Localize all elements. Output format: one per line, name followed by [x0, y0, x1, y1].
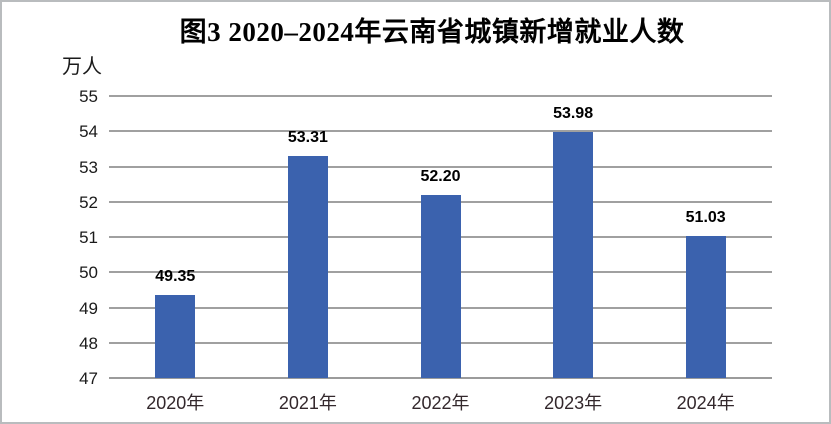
y-tick-label-49: 49	[79, 298, 98, 318]
y-tick-label-50: 50	[79, 263, 98, 283]
y-tick-label-53: 53	[79, 157, 98, 177]
plot-area: 55 54 53 52 51 50 49 48 47 49.35 2020年 53.31 2021年 52…	[79, 88, 772, 413]
gridline-y-55	[109, 95, 772, 97]
bar-2024年	[685, 235, 726, 378]
y-tick-label-47: 47	[79, 369, 98, 388]
x-tick-label-2023年: 2023年	[544, 393, 603, 413]
bar-value-label-2021年: 53.31	[287, 128, 328, 146]
bar-2021年	[287, 155, 328, 378]
bar-value-label-2022年: 52.20	[420, 167, 461, 185]
x-tick-label-2021年: 2021年	[278, 393, 337, 413]
gridline-y-54	[109, 130, 772, 133]
y-tick-label-52: 52	[79, 192, 98, 212]
x-tick-label-2024年: 2024年	[676, 393, 735, 413]
y-axis-unit-label: 万人	[62, 56, 102, 78]
bar-2022年	[420, 194, 461, 378]
chart-title: 图3 2020–2024年云南省城镇新增就业人数	[179, 17, 685, 47]
bar-value-label-2020年: 49.35	[155, 268, 196, 286]
x-axis-line	[109, 377, 772, 379]
y-tick-label-51: 51	[79, 228, 98, 247]
bar-2020年	[155, 295, 196, 378]
x-tick-label-2020年: 2020年	[146, 393, 205, 413]
bar-2023年	[553, 131, 594, 378]
y-tick-label-54: 54	[79, 122, 98, 142]
y-tick-label-55: 55	[79, 87, 98, 106]
bar-value-label-2023年: 53.98	[553, 104, 594, 122]
gridline-y-53	[109, 165, 772, 168]
y-tick-label-48: 48	[79, 333, 98, 353]
x-tick-label-2022年: 2022年	[411, 393, 470, 413]
bar-value-label-2024年: 51.03	[685, 208, 726, 226]
